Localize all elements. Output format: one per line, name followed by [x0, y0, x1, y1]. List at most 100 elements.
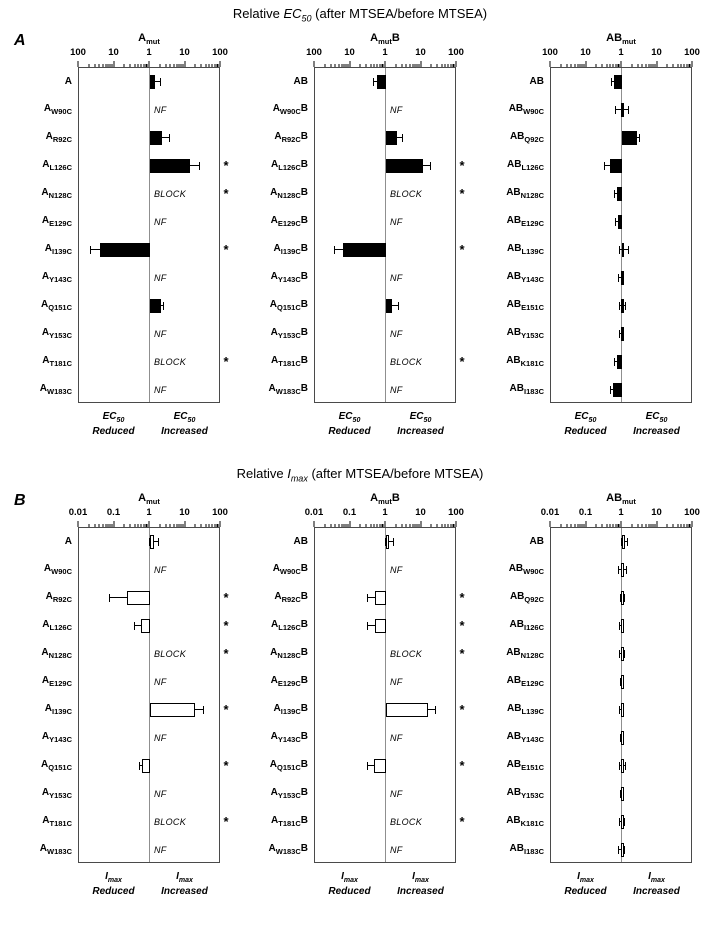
mutant-label: AB	[529, 75, 544, 87]
bar	[373, 759, 386, 773]
axis-tick	[452, 524, 454, 527]
row-label-cell: AW90C	[16, 555, 78, 583]
axis-tick	[420, 61, 421, 67]
x-axis-caption-right: Imax Increased	[621, 870, 692, 898]
row-label-cell: AB	[488, 67, 550, 95]
mutant-label: AY153CB	[270, 326, 308, 340]
error-bar	[416, 165, 432, 166]
error-bar-cap	[623, 650, 625, 658]
x-axis-captions: Imax Reduced Imax Increased	[550, 870, 692, 906]
axis-tick	[618, 64, 620, 67]
chart-row	[551, 376, 691, 404]
bar	[342, 243, 386, 257]
axis-tick	[574, 524, 576, 527]
axis-tick	[217, 524, 219, 527]
axis-tick-label: 100	[448, 507, 464, 518]
block-label: BLOCK	[154, 357, 187, 367]
significance-empty	[456, 527, 468, 555]
axis-tick	[585, 521, 586, 527]
significance-asterisk: *	[459, 157, 465, 173]
error-bar	[149, 541, 160, 542]
axis-tick	[612, 64, 614, 67]
axis-tick	[401, 524, 403, 527]
significance-empty	[456, 291, 468, 319]
mutant-label: AR92CB	[274, 130, 308, 144]
axis-tick	[652, 524, 654, 527]
row-label-cell: AQ151CB	[252, 751, 314, 779]
axis-quantity-label: Imax	[648, 871, 665, 884]
axis-tick	[178, 64, 180, 67]
mutant-label: AR92CB	[274, 590, 308, 604]
axis-tick	[680, 64, 682, 67]
nf-label: NF	[390, 105, 403, 115]
bar	[376, 75, 386, 89]
x-axis-caption-left: Imax Reduced	[314, 870, 385, 898]
axis-quantity-label: EC50	[645, 411, 668, 424]
axis-tick	[77, 521, 79, 527]
error-bar-cap	[623, 706, 625, 714]
chart-row	[551, 96, 691, 124]
chart-row	[79, 696, 219, 724]
chart-row: BLOCK	[315, 640, 455, 668]
chart-row	[551, 668, 691, 696]
axis-tick	[143, 524, 144, 527]
significance-asterisk: *	[223, 241, 229, 257]
row-label-cell: ABW90C	[488, 95, 550, 123]
error-bar-cap	[614, 218, 616, 226]
unity-line	[621, 68, 622, 402]
axis-tick	[98, 64, 100, 67]
bar	[614, 75, 622, 89]
nf-label: NF	[390, 845, 403, 855]
error-bar-cap	[621, 538, 623, 546]
axis-tick	[418, 64, 420, 67]
chart-title-row: AmutB	[314, 488, 456, 506]
mutant-label: AQ151C	[41, 298, 72, 312]
plot-area: NF BLOCK NF NF NF BLOCK NF	[314, 527, 456, 863]
bar	[621, 647, 624, 661]
axis-tick	[343, 64, 345, 67]
mutant-label: AW183C	[39, 382, 72, 396]
chart-row	[551, 584, 691, 612]
row-label-cell: ABN128C	[488, 179, 550, 207]
mutant-label: ABI126C	[509, 618, 544, 632]
axis-tick	[447, 64, 449, 67]
x-axis-caption-line1: Imax	[149, 870, 220, 885]
row-labels-column: AB ABW90C ABQ92C ABL126C ABN128C ABE129C ABL13…	[488, 45, 550, 446]
significance-empty	[692, 835, 704, 863]
significance-empty	[692, 555, 704, 583]
bar	[622, 131, 637, 145]
nf-label: NF	[154, 329, 167, 339]
axis-tick	[382, 524, 384, 527]
axis-tick	[677, 524, 679, 527]
x-axis-caption-line2: Increased	[161, 886, 208, 898]
chart-row	[551, 640, 691, 668]
mutant-label: AT181CB	[271, 814, 308, 828]
axis-tick	[689, 524, 691, 527]
row-label-cell: ABE129C	[488, 207, 550, 235]
block-label: BLOCK	[154, 189, 187, 199]
chart-row	[551, 556, 691, 584]
axis-tick	[347, 524, 349, 527]
axis-tick	[330, 524, 332, 527]
significance-asterisk: *	[459, 241, 465, 257]
error-bar-cap	[617, 274, 619, 282]
significance-empty	[692, 751, 704, 779]
plot-column: 100 10 1 10 100 EC50 Reduced EC50 Increased	[542, 45, 700, 446]
axis-tick	[208, 64, 210, 67]
bar	[621, 675, 624, 689]
axis-tick	[178, 524, 180, 527]
error-bar-cap	[367, 762, 369, 770]
significance-asterisk: *	[459, 645, 465, 661]
error-bar	[385, 541, 394, 542]
axis-tick	[338, 524, 340, 527]
axis-tick	[373, 524, 375, 527]
error-bar-cap	[133, 622, 135, 630]
axis-quantity-label: Imax	[412, 871, 429, 884]
mutant-label: AL126CB	[271, 618, 308, 632]
x-axis-caption-line1: EC50	[314, 410, 385, 425]
chart-row: NF	[79, 96, 219, 124]
mutant-label: AY153C	[41, 326, 72, 340]
panel-b-label: B	[14, 492, 26, 509]
panel-a-charts: Amut A AW90C AR92C AL126C AN128C AE129C AI139C A…	[6, 28, 714, 446]
axis-tick-label: 0.1	[578, 507, 593, 518]
